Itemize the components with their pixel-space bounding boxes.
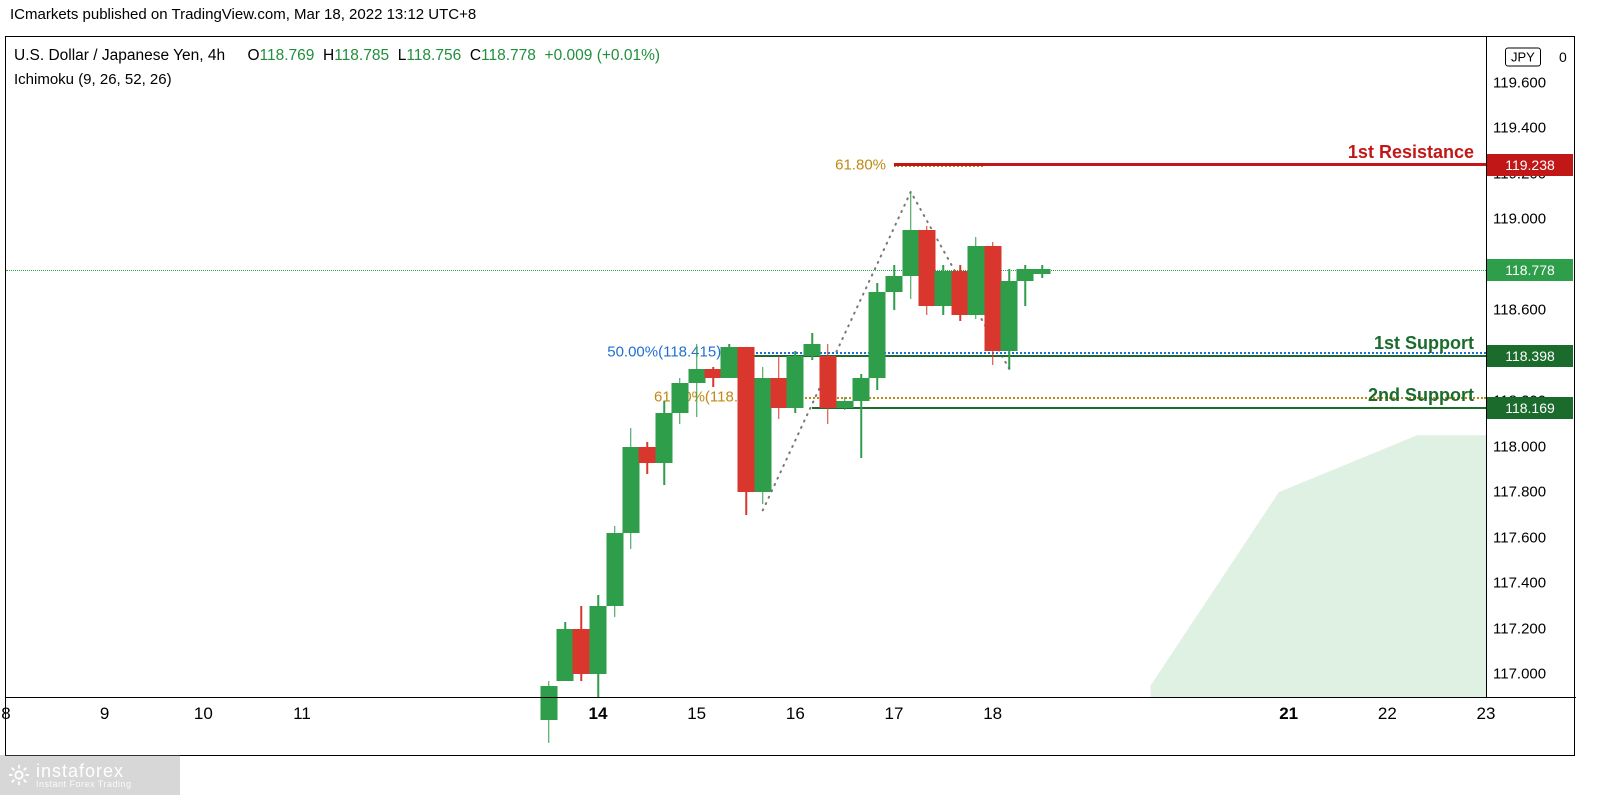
y-tick-label: 119.600 xyxy=(1493,74,1546,91)
x-tick-label: 9 xyxy=(100,704,109,724)
x-tick-label: 16 xyxy=(786,704,805,724)
support2_solid-line[interactable] xyxy=(812,407,1486,410)
page-root: ICmarkets published on TradingView.com, … xyxy=(0,0,1600,795)
y-tick-label: 117.600 xyxy=(1493,529,1546,546)
y-tick-label: 117.200 xyxy=(1493,620,1546,637)
support1_solid-label: 1st Support xyxy=(1374,333,1474,354)
resistance-label: 1st Resistance xyxy=(1348,142,1474,163)
ohlc-o: 118.769 xyxy=(260,47,315,64)
x-tick-label: 23 xyxy=(1477,704,1496,724)
x-tick-label: 22 xyxy=(1378,704,1397,724)
y-tick-label: 118.000 xyxy=(1493,438,1546,455)
resistance-scale-box: 119.238 xyxy=(1487,154,1573,176)
x-tick-label: 21 xyxy=(1279,704,1298,724)
watermark-bot: Instant Forex Trading xyxy=(36,780,132,789)
x-tick-label: 8 xyxy=(1,704,10,724)
x-tick-label: 11 xyxy=(293,704,311,724)
fib-label: 50.00%(118.415) xyxy=(607,344,721,361)
x-tick-label: 18 xyxy=(983,704,1002,724)
indicator-line: Ichimoku (9, 26, 52, 26) xyxy=(14,69,660,90)
last-price-scale-box: 118.778 xyxy=(1487,259,1573,281)
time-scale[interactable]: 8910111415161718212223 xyxy=(6,697,1576,757)
support1_solid-line[interactable] xyxy=(729,355,1486,358)
plot-area[interactable]: 50.00%(118.415)61.80%(118.61.80%1st Resi… xyxy=(6,37,1486,697)
ohlc-values: O118.769 H118.785 L118.756 C118.778 +0.0… xyxy=(247,47,660,64)
support1_solid-scale-box: 118.398 xyxy=(1487,345,1573,367)
chart-frame[interactable]: U.S. Dollar / Japanese Yen, 4h O118.769 … xyxy=(5,36,1575,756)
x-tick-label: 14 xyxy=(589,704,608,724)
y-tick-label: 117.000 xyxy=(1493,666,1546,683)
ohlc-l: 118.756 xyxy=(406,47,461,64)
ohlc-line1: U.S. Dollar / Japanese Yen, 4h O118.769 … xyxy=(14,45,660,67)
resistance-line[interactable] xyxy=(894,163,1486,166)
y-tick-label: 119.400 xyxy=(1493,120,1546,137)
watermark-text: instaforex Instant Forex Trading xyxy=(36,762,132,789)
ohlc-c: 118.778 xyxy=(481,47,536,64)
y-tick-label: 117.800 xyxy=(1493,484,1546,501)
y-tick-label: 118.600 xyxy=(1493,302,1546,319)
y-tick-label: 119.000 xyxy=(1493,211,1546,228)
price-scale[interactable]: 0 119.600119.400119.200119.000118.800118… xyxy=(1486,37,1576,697)
watermark: instaforex Instant Forex Trading xyxy=(0,755,180,795)
instrument-name: U.S. Dollar / Japanese Yen, 4h xyxy=(14,47,225,64)
x-tick-label: 17 xyxy=(885,704,904,724)
ohlc-panel: U.S. Dollar / Japanese Yen, 4h O118.769 … xyxy=(14,45,660,90)
currency-pill: JPY xyxy=(1505,48,1541,67)
gear-icon xyxy=(8,764,30,786)
ohlc-chg: +0.009 xyxy=(545,47,593,64)
watermark-top: instaforex xyxy=(36,762,132,780)
publish-caption: ICmarkets published on TradingView.com, … xyxy=(10,6,476,23)
support2_solid-label: 2nd Support xyxy=(1368,385,1474,406)
y-top-zero: 0 xyxy=(1559,49,1567,65)
x-tick-label: 10 xyxy=(194,704,213,724)
support2_solid-scale-box: 118.169 xyxy=(1487,397,1573,419)
ohlc-h: 118.785 xyxy=(334,47,389,64)
fib-label: 61.80% xyxy=(835,156,886,173)
last-price-line xyxy=(6,270,1486,271)
ohlc-chg-pct: (+0.01%) xyxy=(597,47,660,64)
x-tick-label: 15 xyxy=(687,704,706,724)
y-tick-label: 117.400 xyxy=(1493,575,1546,592)
